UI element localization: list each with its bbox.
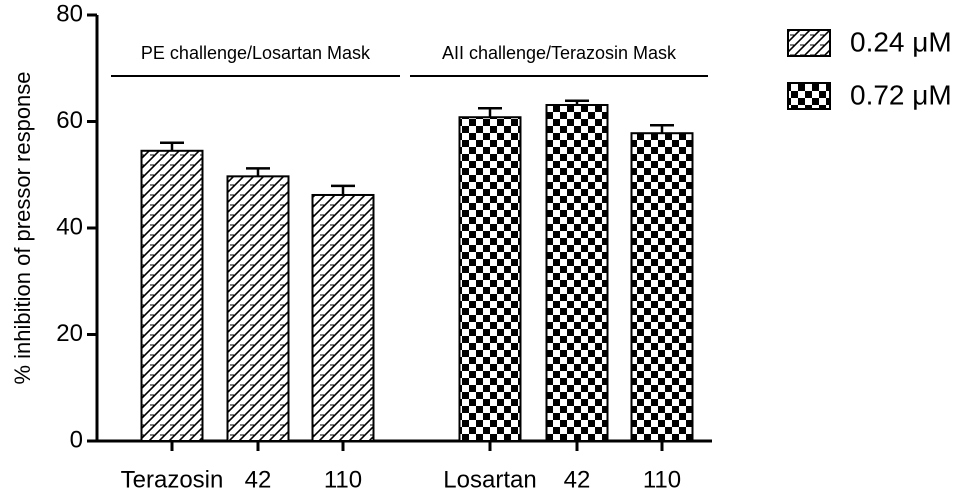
y-axis-label: % inhibition of pressor response <box>10 71 35 384</box>
x-tick-label: 110 <box>324 466 362 493</box>
y-tick-label: 20 <box>56 320 83 347</box>
x-tick-label: 42 <box>245 466 272 493</box>
y-tick-label: 80 <box>56 0 83 27</box>
y-tick-label: 60 <box>56 107 83 134</box>
bar <box>545 103 609 443</box>
y-tick-label: 0 <box>70 426 83 453</box>
legend-swatch <box>787 82 831 110</box>
legend-swatch <box>787 29 831 57</box>
x-tick-label: 42 <box>564 466 591 493</box>
error-bar <box>160 141 184 151</box>
bar <box>630 132 694 442</box>
bar <box>226 175 290 442</box>
error-bar <box>650 123 674 134</box>
legend-label: 0.72 μM <box>850 79 952 110</box>
bar <box>140 149 204 442</box>
bar <box>458 116 522 443</box>
annotation: AII challenge/Terazosin Mask <box>442 43 677 63</box>
x-tick-label: 110 <box>643 466 681 493</box>
y-tick-label: 40 <box>56 213 83 240</box>
error-bar <box>331 184 355 195</box>
bar <box>311 193 375 442</box>
x-tick-label: Terazosin <box>121 466 224 493</box>
x-tick-label: Losartan <box>443 466 536 493</box>
error-bar <box>246 167 270 177</box>
error-bar <box>478 106 502 118</box>
annotation: PE challenge/Losartan Mask <box>141 43 371 63</box>
legend-label: 0.24 μM <box>850 26 952 57</box>
